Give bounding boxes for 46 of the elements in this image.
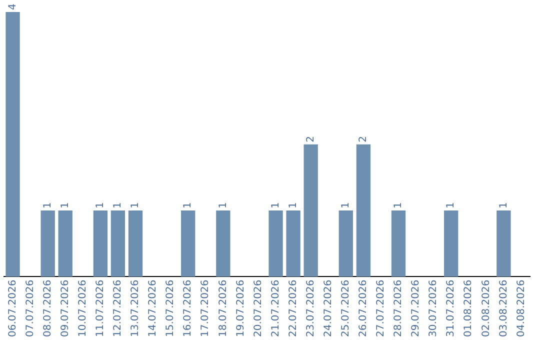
x-tick-label: 19.07.2026	[235, 280, 246, 338]
data-label: 2	[358, 136, 370, 142]
x-tick-label: 27.07.2026	[376, 280, 387, 338]
x-tick-label: 16.07.2026	[182, 280, 194, 338]
data-label: 1	[446, 202, 457, 209]
data-label: 1	[95, 202, 106, 209]
x-tick-label: 28.07.2026	[393, 280, 404, 338]
data-label: 1	[288, 202, 299, 209]
x-tick-label: 10.07.2026	[77, 280, 88, 338]
x-tick-label: 01.08.2026	[463, 280, 474, 338]
data-label: 1	[60, 202, 71, 209]
x-tick-label: 26.07.2026	[358, 280, 370, 338]
x-tick-label: 12.07.2026	[112, 280, 124, 338]
x-tick-label: 09.07.2026	[60, 280, 71, 338]
x-tick-label: 14.07.2026	[148, 280, 159, 338]
data-label: 1	[182, 202, 194, 209]
data-label: 1	[130, 202, 142, 209]
x-tick-label: 13.07.2026	[130, 280, 142, 338]
x-tick-label: 23.07.2026	[305, 280, 316, 338]
x-tick-label: 30.07.2026	[428, 280, 440, 338]
data-label: 4	[7, 4, 18, 10]
data-label: 1	[270, 202, 282, 209]
x-tick-label: 17.07.2026	[200, 280, 212, 338]
data-label: 1	[340, 202, 352, 209]
x-tick-label: 18.07.2026	[218, 280, 229, 338]
x-tick-label: 29.07.2026	[410, 280, 422, 338]
data-label: 1	[42, 202, 54, 209]
x-tick-label: 20.07.2026	[252, 280, 264, 338]
x-tick-label: 11.07.2026	[95, 280, 106, 338]
x-tick-label: 21.07.2026	[270, 280, 282, 338]
data-label: 1	[218, 202, 229, 209]
x-tick-label: 15.07.2026	[165, 280, 176, 338]
x-tick-label: 07.07.2026	[24, 280, 36, 338]
data-label: 1	[393, 202, 404, 209]
x-tick-label: 31.07.2026	[446, 280, 457, 338]
x-tick-label: 24.07.2026	[322, 280, 334, 338]
data-label: 2	[305, 136, 316, 142]
x-tick-label: 06.07.2026	[7, 280, 18, 338]
data-label: 1	[498, 202, 510, 209]
x-tick-label: 25.07.2026	[340, 280, 352, 338]
data-label: 1	[112, 202, 124, 209]
x-tick-label: 08.07.2026	[42, 280, 54, 338]
x-tick-label: 03.08.2026	[498, 280, 510, 338]
x-tick-label: 22.07.2026	[288, 280, 299, 338]
x-tick-label: 02.08.2026	[480, 280, 492, 338]
x-tick-label: 04.08.2026	[516, 280, 527, 338]
